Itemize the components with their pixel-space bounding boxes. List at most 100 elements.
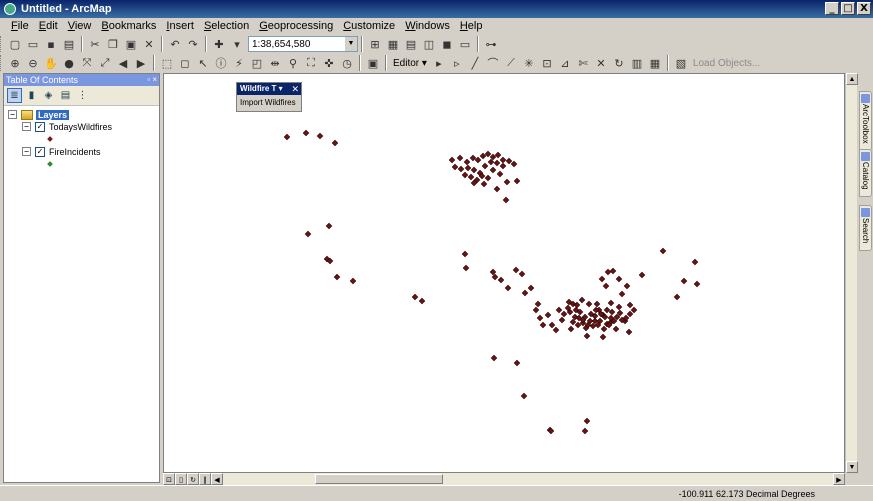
wildfire-point[interactable]	[489, 153, 497, 161]
wildfire-point[interactable]	[302, 129, 310, 137]
toolbar-grip[interactable]	[0, 55, 3, 71]
menu-help[interactable]: Help	[459, 20, 483, 32]
wildfire-point[interactable]	[571, 313, 579, 321]
maximize-button[interactable]: □	[841, 2, 855, 15]
wildfire-point[interactable]	[680, 277, 688, 285]
collapse-icon[interactable]: −	[22, 147, 31, 156]
save-icon[interactable]: ▪	[47, 37, 55, 51]
wildfire-point[interactable]	[569, 318, 577, 326]
html-popup-icon[interactable]: ◰	[251, 56, 263, 70]
wildfire-point[interactable]	[659, 247, 667, 255]
edit-annotation-icon[interactable]: ▹	[454, 56, 460, 70]
wildfire-point[interactable]	[567, 325, 575, 333]
fixed-zoom-in-icon[interactable]: ⤧	[82, 56, 92, 69]
wildfire-point[interactable]	[539, 321, 547, 329]
add-data-dropdown-icon[interactable]: ▾	[234, 37, 240, 51]
wildfire-point[interactable]	[469, 154, 477, 162]
zoom-out-icon[interactable]: ⊖	[28, 56, 38, 70]
go-to-xy-icon[interactable]: ✜	[324, 56, 334, 70]
menu-selection[interactable]: Selection	[203, 20, 250, 32]
layer-name[interactable]: TodaysWildfires	[49, 121, 113, 132]
select-features-icon[interactable]: ⬚	[161, 56, 173, 70]
map-scale-combo[interactable]: 1:38,654,580 ▼	[248, 36, 358, 52]
wildfire-toolbar-title-text[interactable]: Wildfire T ▾	[240, 84, 283, 93]
point-icon[interactable]: ✳	[524, 56, 534, 70]
trace-icon[interactable]: ⟋	[507, 56, 515, 69]
cut-polygons-icon[interactable]: ✄	[578, 56, 588, 70]
wildfire-point[interactable]	[583, 332, 591, 340]
wildfire-point[interactable]	[462, 264, 470, 272]
open-folder-icon[interactable]: ▭	[27, 37, 39, 51]
wildfire-point[interactable]	[487, 158, 495, 166]
wildfire-point[interactable]	[555, 306, 563, 314]
tab-catalog[interactable]: Catalog	[859, 149, 872, 197]
menu-file[interactable]: File	[11, 20, 29, 32]
wildfire-point[interactable]	[630, 306, 638, 314]
wildfire-point[interactable]	[520, 392, 528, 400]
wildfire-point[interactable]	[594, 321, 602, 329]
wildfire-point[interactable]	[534, 300, 542, 308]
wildfire-point[interactable]	[602, 282, 610, 290]
catalog-window-icon[interactable]: ▤	[405, 37, 417, 51]
hyperlink-icon[interactable]: ⚡	[235, 56, 243, 70]
wildfire-point[interactable]	[578, 296, 586, 304]
edit-vertices-icon[interactable]: ⊡	[542, 56, 552, 70]
tree-row-fire-incidents[interactable]: − ✓ FireIncidents	[22, 145, 101, 158]
wildfire-point[interactable]	[585, 300, 593, 308]
chevron-down-icon[interactable]: ▼	[345, 37, 357, 51]
wildfire-point[interactable]	[607, 299, 615, 307]
list-by-selection-icon[interactable]: ▤	[60, 90, 71, 101]
vertical-scrollbar[interactable]: ▲ ▼	[845, 73, 858, 473]
wildfire-point[interactable]	[610, 317, 618, 325]
wildfire-point[interactable]	[478, 172, 486, 180]
minimize-button[interactable]: _	[825, 2, 839, 15]
time-slider-icon[interactable]: ◷	[342, 56, 352, 70]
full-extent-globe-icon[interactable]: ●	[64, 56, 74, 70]
wildfire-point[interactable]	[497, 276, 505, 284]
wildfire-point[interactable]	[616, 309, 624, 317]
zoom-in-icon[interactable]: ⊕	[10, 56, 20, 70]
wildfire-point[interactable]	[461, 250, 469, 258]
fixed-zoom-out-icon[interactable]: ⤢	[100, 56, 110, 69]
wildfire-point[interactable]	[622, 314, 630, 322]
wildfire-point[interactable]	[461, 171, 469, 179]
pause-drawing-icon[interactable]: ‖	[199, 473, 211, 485]
wildfire-point[interactable]	[609, 267, 617, 275]
sketch-properties-icon[interactable]: ▦	[649, 56, 661, 70]
list-by-source-icon[interactable]: ▮	[28, 90, 35, 101]
wildfire-point[interactable]	[512, 266, 520, 274]
wildfire-point[interactable]	[565, 298, 573, 306]
toc-header-buttons[interactable]: ▫ ×	[147, 75, 157, 84]
layout-view-icon[interactable]: ▯	[175, 473, 187, 485]
wildfire-point[interactable]	[581, 427, 589, 435]
wildfire-point[interactable]	[527, 284, 535, 292]
wildfire-point[interactable]	[331, 139, 339, 147]
wildfire-point[interactable]	[491, 273, 499, 281]
redo-icon[interactable]: ↷	[188, 37, 198, 51]
wildfire-point[interactable]	[593, 300, 601, 308]
print-icon[interactable]: ▤	[63, 37, 75, 51]
wildfire-point[interactable]	[592, 306, 600, 314]
tab-arctoolbox[interactable]: ArcToolbox	[859, 91, 872, 151]
wildfire-point[interactable]	[615, 303, 623, 311]
wildfire-point[interactable]	[605, 321, 613, 329]
menu-geoprocessing[interactable]: Geoprocessing	[259, 20, 334, 32]
wildfire-point[interactable]	[579, 316, 587, 324]
wildfire-point[interactable]	[504, 284, 512, 292]
scroll-up-icon[interactable]: ▲	[846, 73, 858, 85]
menu-windows[interactable]: Windows	[405, 20, 450, 32]
wildfire-point[interactable]	[693, 280, 701, 288]
map-canvas[interactable]	[164, 74, 844, 472]
wildfire-point[interactable]	[510, 160, 518, 168]
wildfire-point[interactable]	[574, 321, 582, 329]
pan-hand-icon[interactable]: ✋	[44, 56, 58, 70]
wildfire-point[interactable]	[591, 317, 599, 325]
wildfire-point[interactable]	[548, 321, 556, 329]
wildfire-point[interactable]	[618, 290, 626, 298]
wildfire-point[interactable]	[566, 308, 574, 316]
data-view-icon[interactable]: ⊡	[163, 473, 175, 485]
paste-icon[interactable]: ▣	[125, 37, 137, 51]
find-route-icon[interactable]: ⛶	[307, 56, 315, 69]
wildfire-point[interactable]	[583, 417, 591, 425]
scroll-right-icon[interactable]: ▶	[833, 473, 845, 485]
